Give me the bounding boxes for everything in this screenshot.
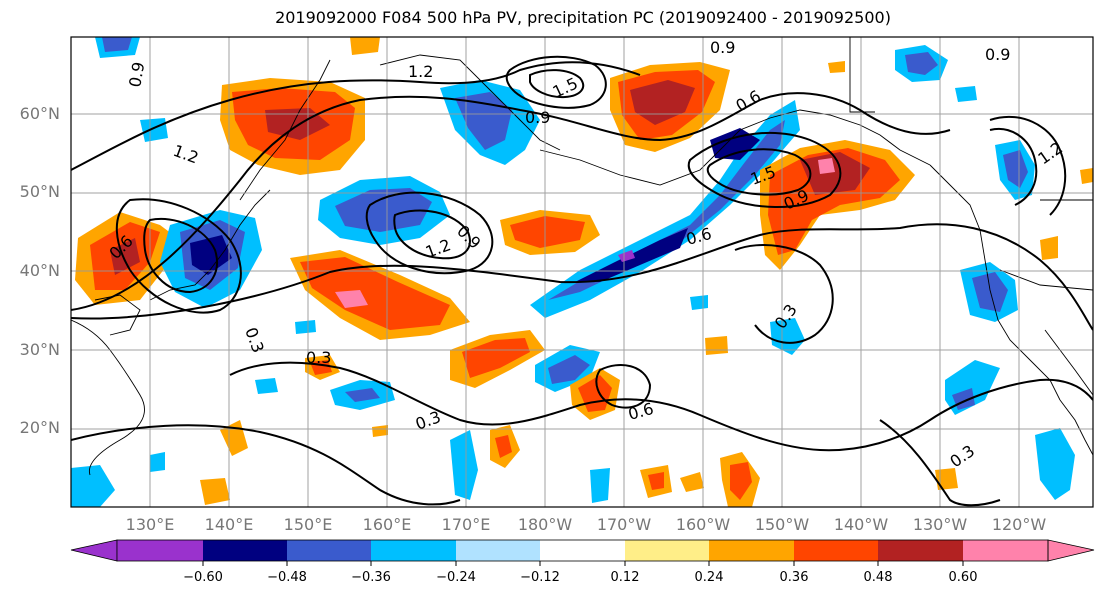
contour-label: 0.3 xyxy=(306,348,331,367)
lon-label: 120°W xyxy=(991,515,1047,534)
colorbar-tick-label: 0.36 xyxy=(779,570,809,585)
lon-label: 130°E xyxy=(125,515,175,534)
lon-label: 180°W xyxy=(517,515,573,534)
contour-label: 0.9 xyxy=(985,45,1010,64)
contour-label: 0.9 xyxy=(125,60,148,88)
colorbar-extend-max xyxy=(1047,539,1095,562)
colorbar-tick-label: −0.48 xyxy=(267,570,307,585)
colorbar-tick-label: −0.36 xyxy=(351,570,391,585)
lon-label: 170°E xyxy=(441,515,491,534)
map-frame xyxy=(70,36,1094,508)
colorbar-tick-label: 0.60 xyxy=(948,570,978,585)
lat-label: 30°N xyxy=(19,340,60,359)
colorbar-tick-label: −0.24 xyxy=(436,570,476,585)
colorbar-tick-label: 0.48 xyxy=(863,570,893,585)
lon-label: 140°E xyxy=(204,515,254,534)
map-title: 2019092000 F084 500 hPa PV, precipitatio… xyxy=(275,8,891,27)
colorbar-tick-label: 0.24 xyxy=(694,570,724,585)
lon-label: 140°W xyxy=(833,515,889,534)
coastlines xyxy=(71,37,1093,476)
lat-label: 20°N xyxy=(19,418,60,437)
lon-label: 150°W xyxy=(754,515,810,534)
contour-label: 0.9 xyxy=(525,108,550,127)
lon-label: 160°E xyxy=(362,515,412,534)
lat-label: 40°N xyxy=(19,261,60,280)
lon-label: 170°W xyxy=(596,515,652,534)
graticule xyxy=(71,37,1093,507)
colorbar-tick-label: −0.60 xyxy=(183,570,223,585)
lon-label: 160°W xyxy=(675,515,731,534)
colorbar-extend-min xyxy=(70,539,118,562)
colorbar xyxy=(70,539,1095,566)
lat-label: 60°N xyxy=(19,104,60,123)
contour-label: 1.2 xyxy=(408,62,433,81)
colorbar-tick-label: 0.12 xyxy=(610,570,640,585)
lon-label: 150°E xyxy=(283,515,333,534)
pv-contours xyxy=(71,55,1093,507)
lat-label: 50°N xyxy=(19,182,60,201)
contour-label: 0.9 xyxy=(710,38,735,57)
lon-label: 130°W xyxy=(912,515,968,534)
colorbar-tick-label: −0.12 xyxy=(520,570,560,585)
